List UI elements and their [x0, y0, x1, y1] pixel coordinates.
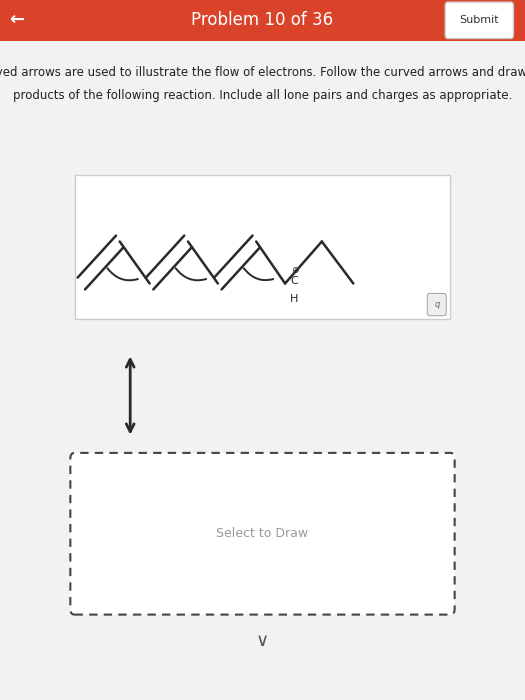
FancyBboxPatch shape — [70, 453, 455, 615]
Text: q: q — [434, 300, 439, 309]
Text: C: C — [291, 276, 298, 286]
FancyArrowPatch shape — [108, 268, 138, 280]
Bar — [75, 175, 450, 318]
FancyArrowPatch shape — [176, 268, 206, 280]
FancyBboxPatch shape — [445, 2, 513, 38]
Text: Curved arrows are used to illustrate the flow of electrons. Follow the curved ar: Curved arrows are used to illustrate the… — [0, 66, 525, 78]
Text: Submit: Submit — [459, 15, 499, 25]
FancyArrowPatch shape — [244, 268, 273, 280]
Bar — [0, 0, 525, 41]
Text: ∨: ∨ — [256, 631, 269, 650]
Text: Problem 10 of 36: Problem 10 of 36 — [192, 11, 333, 29]
Text: ⊕: ⊕ — [291, 267, 298, 275]
Text: products of the following reaction. Include all lone pairs and charges as approp: products of the following reaction. Incl… — [13, 89, 512, 102]
FancyBboxPatch shape — [427, 293, 446, 316]
Text: ←: ← — [9, 11, 24, 29]
Text: H: H — [290, 294, 299, 304]
Text: Select to Draw: Select to Draw — [216, 527, 309, 540]
